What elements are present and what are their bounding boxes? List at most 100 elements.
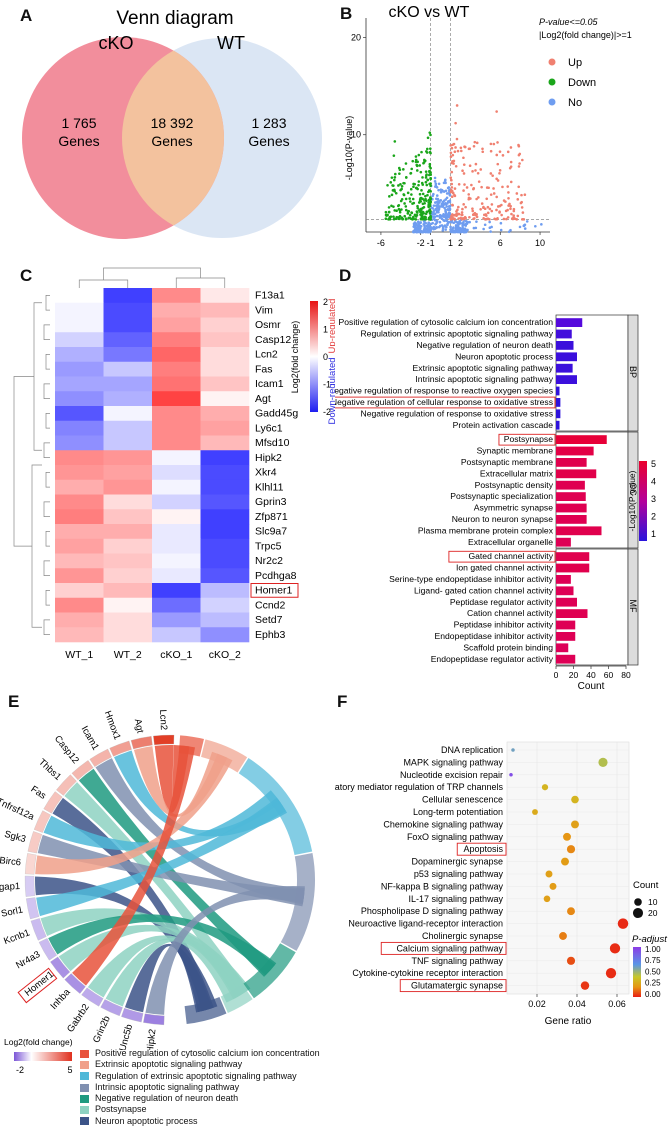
heatmap-cell <box>103 524 153 540</box>
chord-term-arc <box>243 943 296 999</box>
go-term-label: Protein activation cascade <box>453 420 554 430</box>
volcano-point-up <box>495 208 498 212</box>
heatmap-column-labels: WT_1 WT_2 cKO_1 cKO_2 <box>65 649 241 661</box>
volcano-point-no <box>442 190 446 193</box>
heatmap-legend-up: Up-regulated <box>327 299 335 354</box>
volcano-legend-label: Up <box>568 57 582 69</box>
volcano-point-up <box>472 187 476 190</box>
chord-term-swatch <box>80 1072 89 1081</box>
go-highlight-box <box>498 433 556 446</box>
venn-title: Venn diagram <box>116 8 233 29</box>
volcano-point-down <box>425 173 428 176</box>
volcano-point-up <box>520 193 523 197</box>
heatmap-cell <box>200 302 250 318</box>
volcano-point-up <box>449 144 452 147</box>
volcano-point-up <box>496 179 500 182</box>
kegg-pathway-label: Calcium signaling pathway <box>396 943 503 953</box>
heatmap-row-label: Ephb3 <box>255 629 286 641</box>
volcano-point-up <box>460 213 464 217</box>
volcano-point-down <box>423 201 426 205</box>
volcano-point-up <box>521 158 524 162</box>
volcano-point-up <box>484 218 487 221</box>
chord-gene-label: Sgk3 <box>3 829 27 845</box>
venn-right-count: 1 283 <box>251 115 286 131</box>
go-highlight-box <box>448 550 556 563</box>
chord-gene-arc <box>33 810 51 833</box>
venn-left-label: cKO <box>98 33 133 53</box>
kegg-dot <box>543 895 551 903</box>
volcano-point-no <box>522 224 526 227</box>
volcano-point-up <box>472 217 475 221</box>
volcano-point-down <box>427 205 430 209</box>
volcano-point-up <box>479 168 483 171</box>
volcano-point-down <box>425 147 429 151</box>
heatmap-cell <box>55 317 104 333</box>
volcano-point-down <box>425 199 428 203</box>
volcano-point-up <box>474 213 477 217</box>
volcano-point-up <box>462 156 465 160</box>
kegg-pathway-label: Dopaminergic synapse <box>411 857 503 867</box>
volcano-point-down <box>398 217 401 221</box>
volcano-point-down <box>393 209 397 212</box>
chord-term-legend-label: Positive regulation of cytosolic calcium… <box>95 1048 320 1058</box>
go-legend-tick: 5 <box>651 459 656 469</box>
chord-gene-arc <box>64 973 86 994</box>
volcano-point-no <box>450 228 454 232</box>
volcano-point-down <box>421 192 425 196</box>
heatmap-cell <box>200 435 250 451</box>
volcano-criteria-1: P-value<=0.05 <box>539 17 599 27</box>
volcano-point-up <box>500 203 503 207</box>
heatmap-cell <box>152 317 201 333</box>
volcano-point-down <box>426 136 430 140</box>
go-facet-strip <box>627 548 639 666</box>
kegg-pathway-label: Inflammatory mediator regulation of TRP … <box>335 782 503 792</box>
volcano-point-no <box>448 205 451 208</box>
go-term-label: Asymmetric synapse <box>474 503 553 513</box>
heatmap-row-dendro <box>13 376 34 547</box>
volcano-point-up <box>502 199 506 202</box>
chord-term-legend-item: Positive regulation of cytosolic calcium… <box>80 1048 320 1059</box>
volcano-point-down <box>424 170 428 173</box>
chord-term-legend-item: Extrinsic apoptotic signaling pathway <box>80 1059 320 1070</box>
volcano-point-down <box>387 206 391 209</box>
volcano-x-tick-label: 2 <box>458 238 463 248</box>
heatmap-cell <box>200 553 250 569</box>
volcano-point-down <box>420 189 423 192</box>
chord-fc-tick-max: 5 <box>67 1065 72 1075</box>
go-bar <box>556 632 576 641</box>
volcano-point-down <box>414 218 418 221</box>
heatmap-cell <box>103 317 153 333</box>
kegg-size-legend-dot <box>632 907 644 919</box>
go-term-label: Peptidase regulator activity <box>450 597 554 607</box>
volcano-point-down <box>402 193 405 196</box>
heatmap-cell <box>152 361 201 377</box>
kegg-size-legend-dot <box>634 898 642 906</box>
go-bar <box>556 446 594 456</box>
chord-ribbon <box>114 750 288 837</box>
volcano-point-no <box>422 227 426 231</box>
chord-gene-arc <box>43 791 63 814</box>
kegg-x-tick-label: 0.02 <box>528 999 546 1009</box>
volcano-point-no <box>440 188 444 192</box>
kegg-pathway-label: Cholinergic synapse <box>422 931 503 941</box>
chord-gene-label: Lcn2 <box>157 709 169 730</box>
volcano-point-up <box>509 146 513 149</box>
kegg-size-legend-label: 20 <box>648 908 658 918</box>
chord-gene-arc <box>109 740 132 757</box>
volcano-point-up <box>512 209 516 213</box>
volcano-point-no <box>518 225 522 229</box>
kegg-pathway-label: Cellular senescence <box>422 795 503 805</box>
heatmap-cell <box>103 302 153 318</box>
volcano-point-no <box>437 182 441 186</box>
kegg-dot <box>566 956 576 965</box>
volcano-point-no <box>458 229 462 233</box>
volcano-point-no <box>474 226 478 230</box>
go-highlight-box <box>335 396 556 409</box>
go-legend-tick: 1 <box>651 529 656 539</box>
heatmap-cell <box>55 553 104 569</box>
chord-ribbon <box>105 937 248 1007</box>
volcano-point-no <box>433 227 437 230</box>
volcano-x-tick-label: 1 <box>448 238 453 248</box>
volcano-point-down <box>390 204 393 208</box>
volcano-point-up <box>489 193 493 196</box>
